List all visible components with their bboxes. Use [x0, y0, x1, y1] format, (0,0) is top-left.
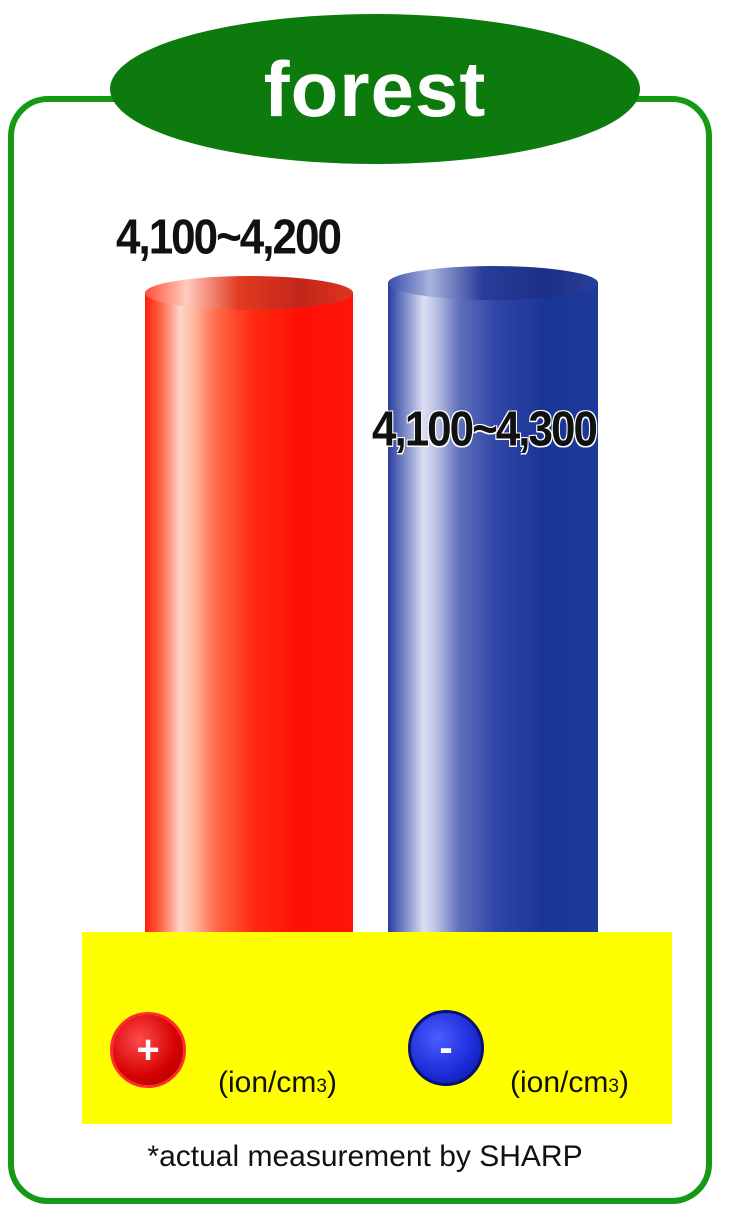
unit-label-positive: (ion/cm3)	[218, 1066, 337, 1100]
bar-positive-top	[145, 276, 353, 310]
bar-negative-ions	[388, 282, 598, 942]
minus-symbol: -	[439, 1025, 453, 1070]
bar-positive-ions	[145, 292, 353, 942]
unit-main: (ion/cm	[218, 1066, 317, 1099]
plus-ion-icon: +	[110, 1012, 186, 1088]
unit-exponent: 3	[608, 1076, 619, 1097]
bar-negative-top	[388, 266, 598, 300]
unit-close: )	[618, 1066, 629, 1099]
plus-symbol: +	[136, 1027, 160, 1072]
minus-ion-icon: -	[408, 1010, 484, 1086]
unit-exponent: 3	[316, 1076, 327, 1097]
title-pill	[110, 14, 640, 164]
footnote: *actual measurement by SHARP	[147, 1140, 583, 1173]
chart-title: forest	[263, 44, 487, 133]
unit-label-negative: (ion/cm3)	[510, 1066, 629, 1100]
unit-main: (ion/cm	[510, 1066, 609, 1099]
data-label-positive: 4,100~4,200	[116, 210, 342, 265]
data-label-negative: 4,100~4,300	[372, 402, 598, 457]
unit-close: )	[326, 1066, 337, 1099]
legend-box	[82, 932, 672, 1124]
